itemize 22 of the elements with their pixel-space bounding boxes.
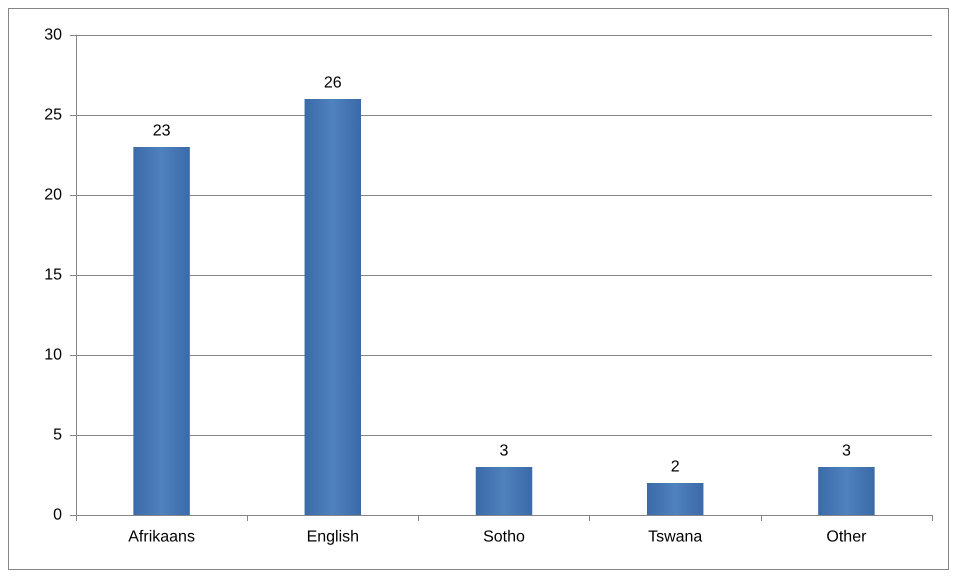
bar [818,467,875,515]
y-tick-label: 5 [53,426,62,444]
y-tick-label: 20 [44,186,62,204]
data-label: 2 [670,458,680,476]
bar [304,99,362,515]
bar [476,467,532,515]
x-tick-label: Afrikaans [128,528,195,546]
data-label: 3 [842,442,851,460]
x-tick-label: Tswana [648,528,702,546]
x-tick-label: Sotho [483,528,526,546]
data-label: 23 [152,122,171,140]
data-label: 26 [324,74,342,92]
bar [133,147,190,515]
data-label: 3 [500,442,509,460]
x-tick-label: Other [826,528,868,546]
bar [646,483,704,515]
x-tick-label: English [306,528,360,546]
y-tick-label: 30 [44,26,62,44]
y-tick-label: 10 [44,346,62,364]
y-tick-label: 15 [44,266,62,284]
y-tick-label: 25 [44,106,62,124]
y-tick-label: 0 [53,506,62,524]
